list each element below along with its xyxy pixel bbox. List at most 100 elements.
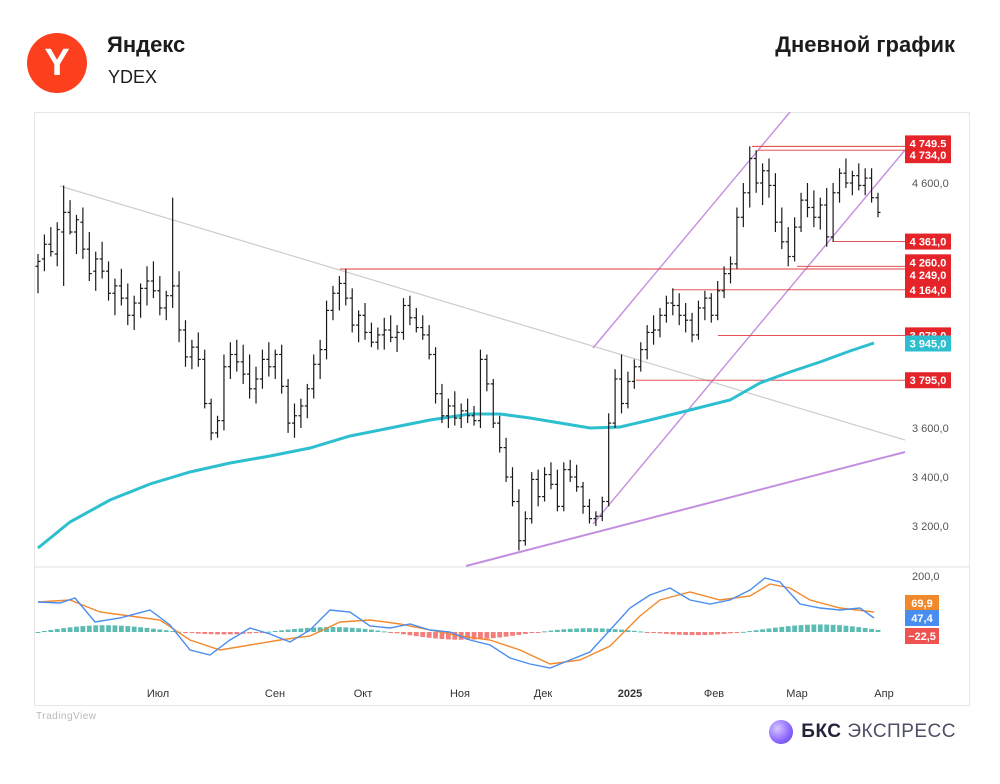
macd-histogram-bar: [798, 625, 804, 632]
macd-histogram-bar: [292, 628, 297, 632]
macd-histogram-bar: [170, 630, 176, 632]
macd-histogram-bar: [138, 627, 143, 632]
macd-histogram-bar: [183, 632, 188, 633]
macd-histogram-bar: [612, 629, 618, 632]
macd-histogram-bar: [336, 627, 342, 632]
macd-histogram-bar: [253, 632, 259, 633]
macd-histogram-bar: [510, 632, 515, 636]
macd-histogram-bar: [740, 631, 746, 633]
macd-histogram-bar: [561, 629, 567, 632]
macd-histogram-bar: [285, 629, 291, 632]
price-level-tag-text: 4 249,0: [910, 270, 947, 282]
macd-histogram-bar: [324, 627, 329, 632]
macd-histogram-bar: [625, 630, 631, 632]
chart-title: Дневной график: [775, 32, 955, 57]
macd-histogram-bar: [401, 632, 406, 635]
price-level-tag: [905, 372, 951, 389]
macd-histogram-bar: [663, 632, 669, 634]
macd-histogram-bar: [587, 628, 592, 632]
macd-histogram-bar: [497, 632, 503, 638]
macd-histogram-bar: [221, 632, 227, 635]
macd-histogram-bar: [80, 626, 86, 632]
ticker-symbol: YDEX: [108, 67, 158, 87]
macd-histogram-bar: [503, 632, 509, 637]
macd-histogram-bar: [106, 625, 111, 632]
macd-histogram-bar: [125, 626, 131, 632]
price-level-tag: [905, 266, 951, 283]
price-level-tag: [905, 281, 951, 298]
macd-histogram-bar: [304, 627, 310, 632]
macd-histogram-bar: [433, 632, 438, 639]
macd-histogram-bar: [272, 630, 278, 632]
macd-histogram-bar: [112, 625, 118, 632]
macd-histogram-bar: [48, 629, 54, 632]
macd-signal-line: [37, 583, 875, 665]
macd-histogram-bar: [593, 628, 599, 632]
macd-histogram-bar: [715, 632, 721, 635]
macd-histogram-bar: [599, 628, 605, 632]
macd-histogram-bar: [131, 626, 137, 632]
price-level-tag-text: 4 164,0: [910, 285, 947, 297]
macd-histogram-bar: [554, 629, 560, 632]
macd-histogram-bar: [760, 629, 765, 632]
macd-histogram-bar: [753, 630, 759, 632]
channel-lower-line: [592, 149, 906, 525]
price-level-tag: [905, 254, 951, 271]
macd-histogram-bar: [54, 629, 60, 632]
macd-histogram-bar: [407, 632, 413, 636]
macd-histogram-bar: [689, 632, 695, 636]
macd-histogram-bar: [548, 630, 554, 632]
macd-histogram-bar: [696, 632, 701, 636]
macd-histogram-bar: [93, 625, 99, 632]
price-level-tag-text: 3 795,0: [910, 375, 947, 387]
support-trendline: [465, 451, 906, 567]
macd-histogram-bar: [356, 628, 362, 632]
macd-histogram-bar: [298, 628, 304, 632]
bcs-brand: БКС ЭКСПРЕСС: [769, 720, 956, 744]
ma-value-tag: [905, 335, 951, 352]
price-level-tag: [905, 147, 951, 164]
macd-histogram-bar: [420, 632, 426, 638]
macd-value-tag-text: 69,9: [911, 598, 932, 610]
macd-histogram-bar: [189, 632, 195, 634]
price-level-tag: [905, 233, 951, 250]
x-axis-label: Дек: [534, 688, 553, 700]
macd-histogram-bar: [702, 632, 708, 636]
macd-histogram-bar: [657, 632, 663, 634]
macd-histogram-bar: [452, 632, 458, 640]
x-axis-label: Апр: [874, 688, 893, 700]
macd-value-tag-text: 47,4: [911, 613, 933, 625]
macd-histogram-bar: [606, 628, 612, 632]
macd-histogram-bar: [849, 626, 855, 632]
price-axis-tick: 3 600,0: [912, 423, 949, 435]
macd-histogram-bar: [369, 629, 374, 632]
macd-histogram-bar: [195, 632, 201, 634]
macd-histogram-bar: [734, 632, 740, 633]
price-axis-tick: 3 200,0: [912, 521, 949, 533]
macd-value-tag: [905, 628, 939, 644]
macd-histogram-bar: [721, 632, 727, 634]
macd-histogram-bar: [311, 627, 317, 632]
macd-histogram-bar: [766, 628, 772, 632]
macd-histogram-bar: [529, 632, 535, 634]
macd-histogram-bar: [522, 632, 528, 634]
macd-histogram-bar: [157, 629, 163, 632]
ma-value-tag-text: 3 945,0: [910, 338, 947, 350]
macd-histogram-bar: [260, 632, 265, 633]
channel-upper-line: [592, 111, 791, 349]
macd-histogram-bar: [240, 632, 246, 634]
x-axis-label: 2025: [618, 688, 642, 700]
macd-value-tag-text: −22,5: [908, 631, 936, 643]
macd-axis-tick: 200,0: [912, 571, 940, 583]
macd-histogram-bar: [349, 627, 355, 632]
macd-histogram-bar: [471, 632, 477, 640]
macd-histogram-bar: [837, 625, 842, 632]
tradingview-watermark: TradingView: [36, 711, 97, 722]
macd-histogram-bar: [163, 630, 169, 632]
macd-histogram-bar: [484, 632, 490, 639]
macd-histogram-bar: [708, 632, 714, 635]
x-axis-label: Июл: [147, 688, 169, 700]
macd-histogram-bar: [227, 632, 233, 635]
macd-histogram-bar: [343, 627, 349, 632]
macd-histogram-bar: [439, 632, 445, 639]
